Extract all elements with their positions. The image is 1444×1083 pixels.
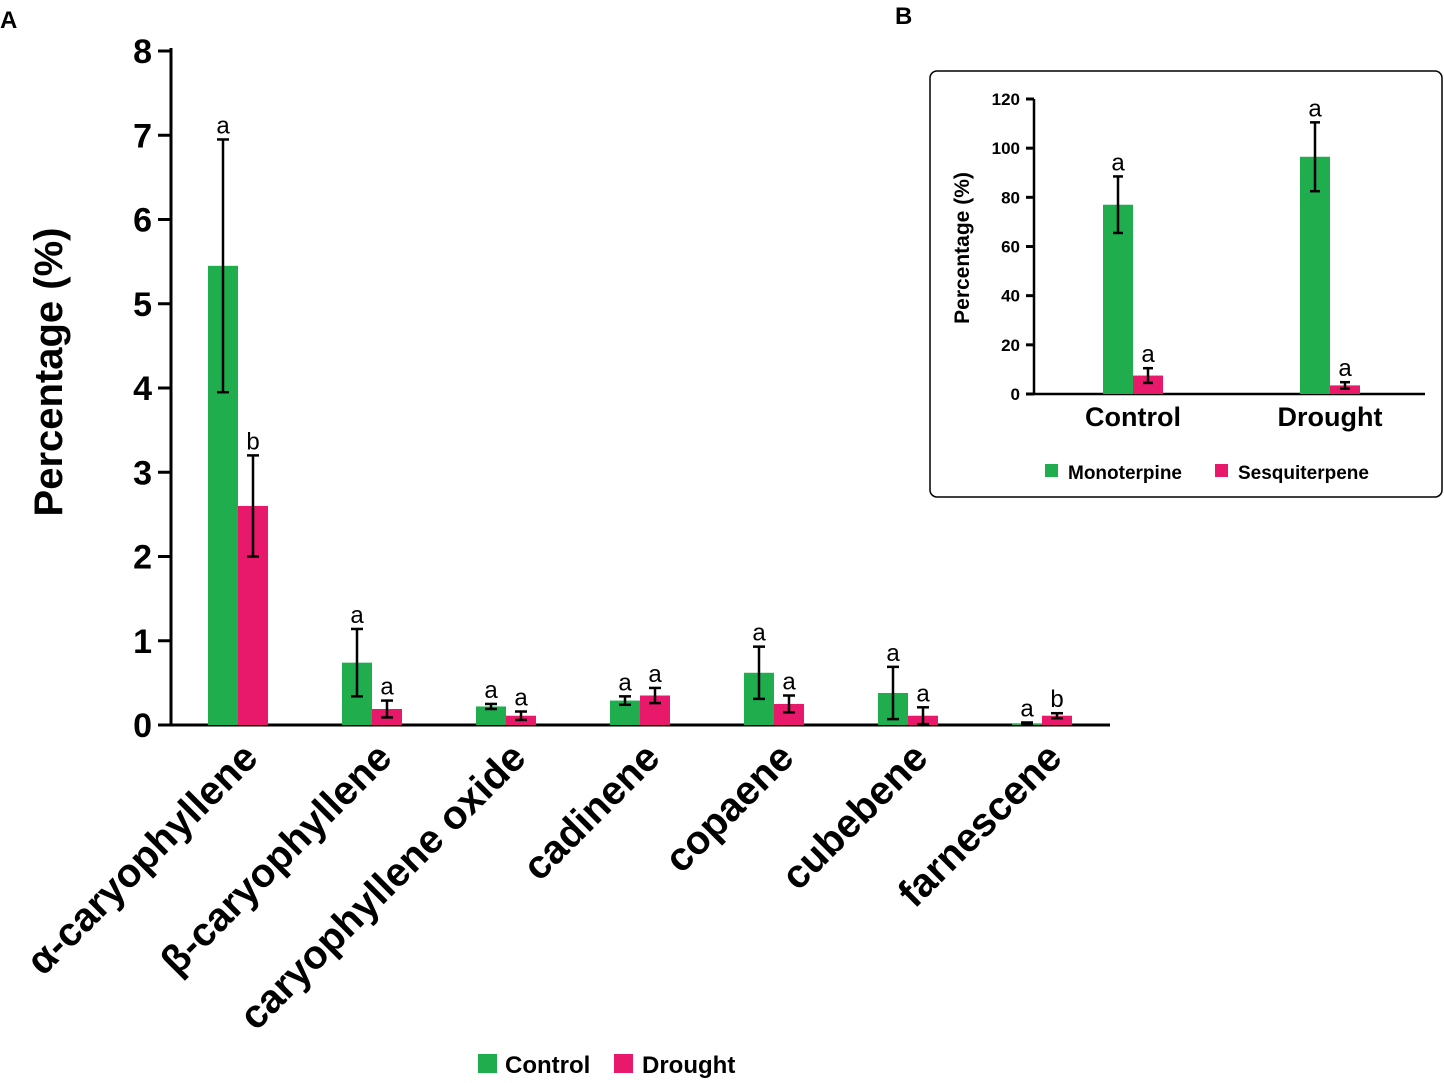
significance-letter: a bbox=[752, 620, 766, 647]
legend-label-monoterpine: Monoterpine bbox=[1068, 463, 1182, 484]
chart-a-ytick-label: 4 bbox=[133, 370, 152, 408]
chart-a-y-axis-label: Percentage (%) bbox=[27, 228, 71, 517]
legend-label-sesquiterpene: Sesquiterpene bbox=[1238, 463, 1369, 484]
significance-letter: a bbox=[350, 602, 364, 629]
significance-letter: a bbox=[1308, 95, 1322, 122]
chart-b-ytick-label: 20 bbox=[1001, 336, 1020, 355]
significance-letter: a bbox=[1020, 695, 1034, 722]
chart-b-ytick-label: 0 bbox=[1011, 385, 1020, 404]
chart-a-ytick-label: 6 bbox=[133, 202, 152, 240]
chart-a-ytick-label: 7 bbox=[133, 117, 152, 155]
significance-letter: a bbox=[782, 669, 796, 696]
significance-letter: b bbox=[1050, 686, 1063, 713]
legend-swatch-control bbox=[478, 1054, 497, 1073]
chart-b-y-axis-label: Percentage (%) bbox=[951, 172, 974, 324]
legend-swatch-sesquiterpene bbox=[1215, 464, 1228, 477]
legend-label-drought: Drought bbox=[642, 1052, 735, 1079]
significance-letter: b bbox=[246, 428, 259, 455]
chart-b-ytick-label: 120 bbox=[992, 90, 1020, 109]
bar-control-caryophyllene-oxide bbox=[476, 706, 506, 725]
x-category-label: cadinene bbox=[515, 735, 669, 889]
bar-drought-farnescene bbox=[1042, 715, 1072, 725]
chart-b: 0 20 40 60 80 100 120 a a a a Control Drought Perc… bbox=[929, 70, 1443, 498]
chart-a-ytick-label: 8 bbox=[133, 33, 152, 71]
panel-a-label: A bbox=[0, 7, 17, 34]
chart-b-ytick-label: 60 bbox=[1001, 238, 1020, 257]
significance-letter: a bbox=[886, 640, 900, 667]
chart-a-ytick-label: 0 bbox=[133, 707, 152, 745]
bar-sesquiterpene-control bbox=[1133, 375, 1163, 394]
significance-letter: a bbox=[648, 661, 662, 688]
significance-letter: a bbox=[484, 677, 498, 704]
chart-a-ytick-label: 3 bbox=[133, 454, 152, 492]
x-category-label: α-caryophyllene bbox=[18, 735, 266, 983]
chart-a-ytick-label: 1 bbox=[133, 623, 152, 661]
legend-swatch-monoterpine bbox=[1045, 464, 1058, 477]
legend-label-control: Control bbox=[505, 1052, 590, 1079]
significance-letter: a bbox=[1338, 355, 1352, 382]
legend-swatch-drought bbox=[614, 1054, 633, 1073]
significance-letter: a bbox=[1141, 341, 1155, 368]
x-category-label: β-caryophyllene bbox=[152, 735, 400, 983]
chart-b-frame bbox=[929, 70, 1443, 498]
significance-letter: a bbox=[916, 680, 930, 707]
bar-monoterpine-drought bbox=[1300, 156, 1330, 394]
chart-b-ytick-label: 40 bbox=[1001, 287, 1020, 306]
chart-b-ytick-label: 80 bbox=[1001, 188, 1020, 207]
panel-b-label: B bbox=[895, 3, 912, 30]
significance-letter: a bbox=[514, 685, 528, 712]
chart-b-legend: Monoterpine Sesquiterpene bbox=[1045, 463, 1369, 484]
bar-monoterpine-control bbox=[1103, 204, 1133, 394]
significance-letter: a bbox=[216, 112, 230, 139]
bar-drought-copaene bbox=[774, 703, 804, 725]
significance-letter: a bbox=[618, 669, 632, 696]
x-category-label: Control bbox=[1085, 402, 1181, 432]
significance-letter: a bbox=[380, 674, 394, 701]
significance-letter: a bbox=[1111, 149, 1125, 176]
x-category-label: Drought bbox=[1278, 402, 1383, 432]
chart-a-ytick-label: 2 bbox=[133, 539, 152, 577]
chart-a-legend: Control Drought bbox=[478, 1052, 735, 1079]
chart-a-ytick-label: 5 bbox=[133, 286, 152, 324]
chart-b-ytick-label: 100 bbox=[992, 139, 1020, 158]
